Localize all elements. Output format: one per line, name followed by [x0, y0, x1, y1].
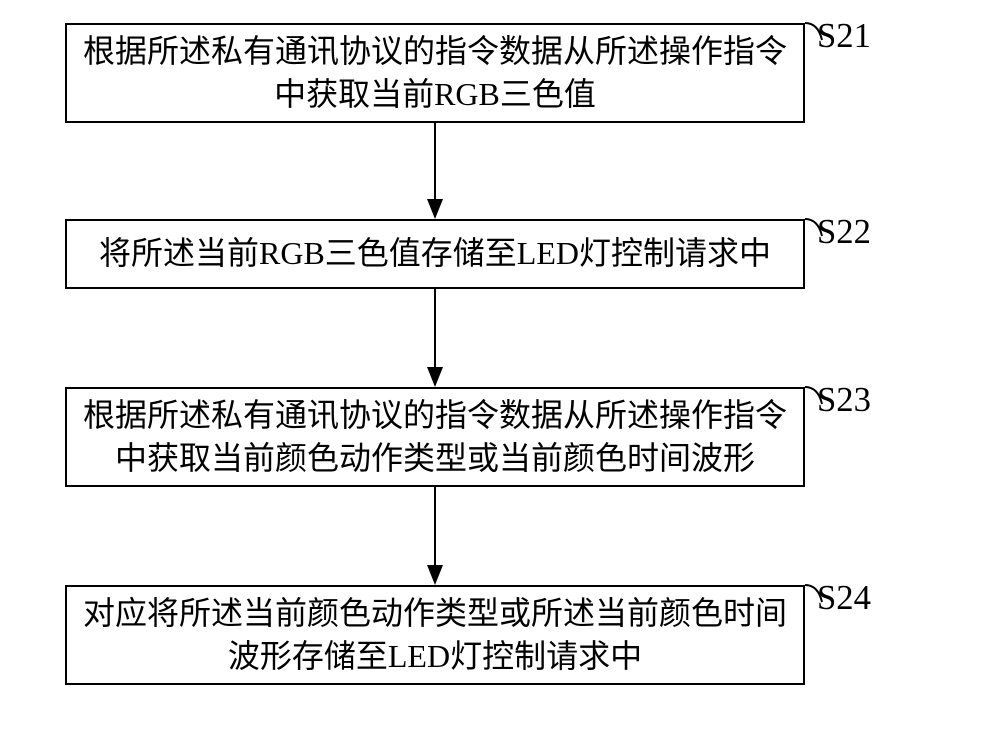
flow-label-s23: S23 [817, 381, 871, 420]
flow-node-s21: 根据所述私有通讯协议的指令数据从所述操作指令 中获取当前RGB三色值 [65, 23, 805, 123]
flow-node-s22: 将所述当前RGB三色值存储至LED灯控制请求中 [65, 219, 805, 289]
flow-label-s21: S21 [817, 17, 871, 56]
flow-node-text: 将所述当前RGB三色值存储至LED灯控制请求中 [99, 232, 771, 275]
flow-node-s24: 对应将所述当前颜色动作类型或所述当前颜色时间 波形存储至LED灯控制请求中 [65, 585, 805, 685]
flow-node-text: 根据所述私有通讯协议的指令数据从所述操作指令 中获取当前RGB三色值 [83, 30, 787, 116]
flow-node-text: 对应将所述当前颜色动作类型或所述当前颜色时间 波形存储至LED灯控制请求中 [83, 592, 787, 678]
flowchart-canvas: 根据所述私有通讯协议的指令数据从所述操作指令 中获取当前RGB三色值 S21 将… [0, 0, 1000, 731]
flow-node-s23: 根据所述私有通讯协议的指令数据从所述操作指令 中获取当前颜色动作类型或当前颜色时… [65, 387, 805, 487]
flow-node-text: 根据所述私有通讯协议的指令数据从所述操作指令 中获取当前颜色动作类型或当前颜色时… [83, 394, 787, 480]
flow-label-s24: S24 [817, 579, 871, 618]
flow-label-s22: S22 [817, 213, 871, 252]
